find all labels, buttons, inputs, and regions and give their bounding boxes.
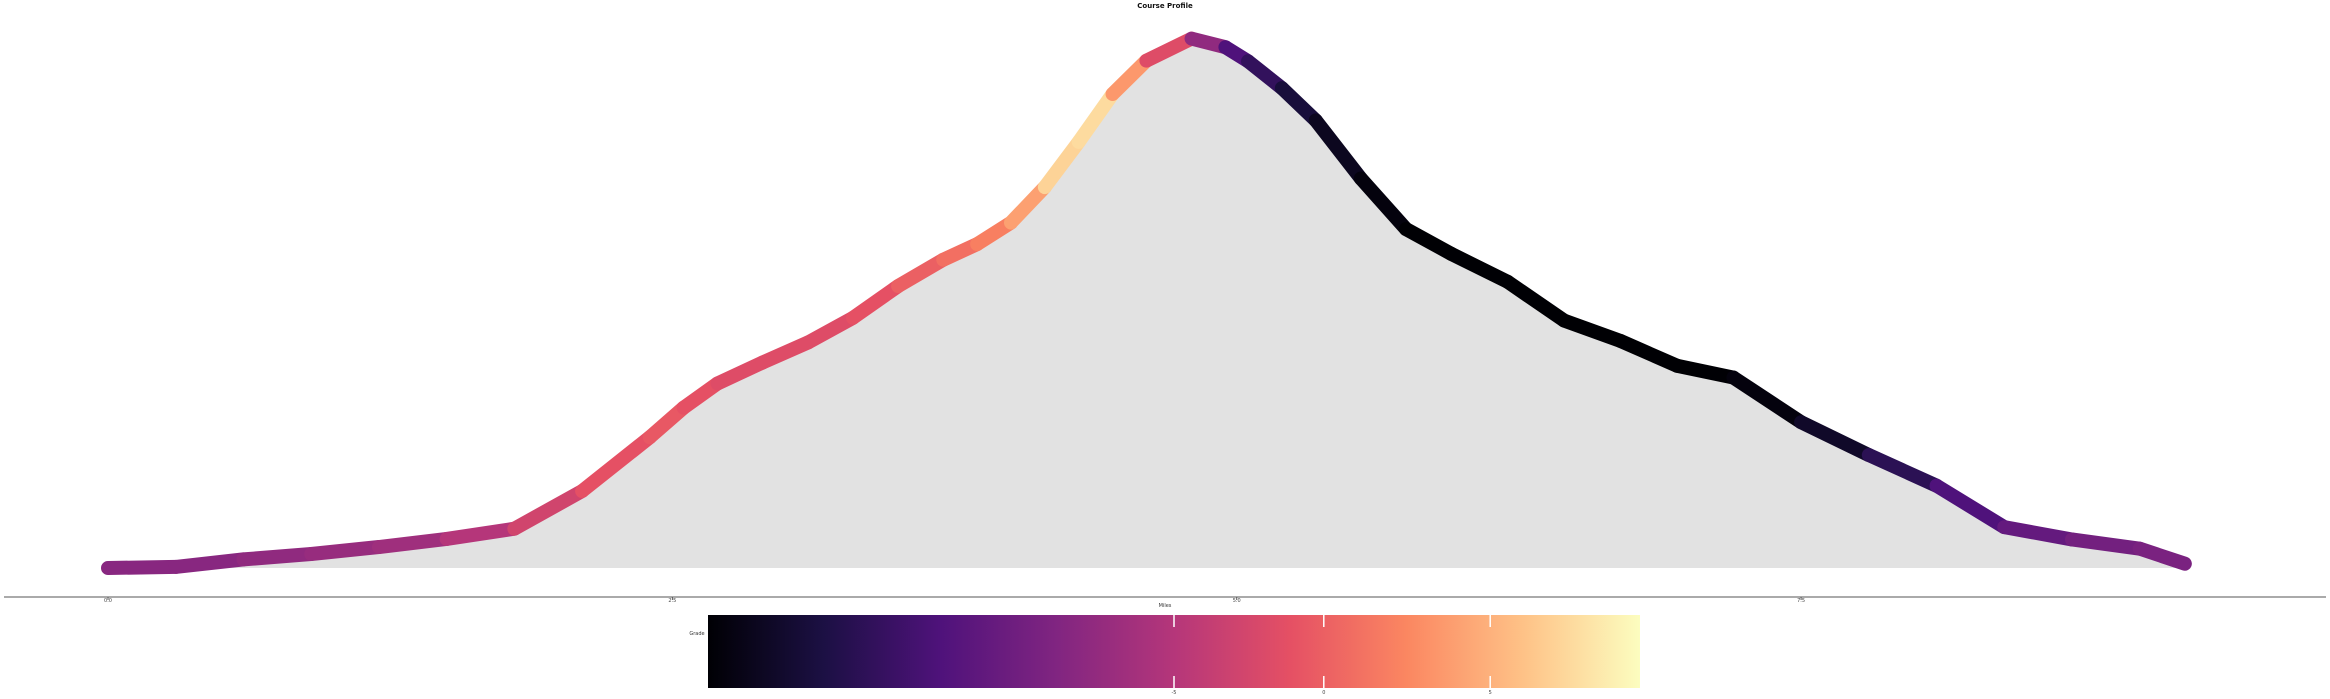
elevation-line-segment [1071,87,1120,149]
elevation-line-segment [236,547,319,567]
elevation-line-segment [575,430,657,499]
elevation-line-segment [1139,31,1199,68]
colorbar: Grade -5 0 5 [689,615,1640,696]
elevation-line-segment [1997,520,2079,547]
elevation-line-segment [1003,180,1052,230]
elevation-line-segment [168,552,251,574]
x-tick-label: 0.0 [104,598,112,604]
colorbar-tick-label: 5 [1489,690,1492,696]
elevation-line-segment [1308,113,1368,186]
elevation-line-segment [1794,415,1876,463]
elevation-line-segment [800,310,860,350]
elevation-line-segment [845,279,906,325]
elevation-line-segment [1929,478,2012,535]
colorbar-ticks: -5 0 5 [1172,615,1492,696]
elevation-line-segment [1861,448,1944,493]
x-tick-label: 5.0 [1233,598,1241,604]
elevation-line-segment [1557,313,1628,348]
elevation-line-segment [2064,532,2147,556]
elevation-line-segment [1105,53,1154,102]
elevation-area [108,38,2185,568]
elevation-line-segment [1037,134,1086,195]
x-axis-ticks: 0.0 2.5 5.0 7.5 [104,597,1805,604]
x-axis-label: Miles [1159,603,1172,609]
elevation-line-segment [755,335,815,370]
elevation-line-segment [1353,171,1414,237]
elevation-line-segment [710,355,770,391]
elevation-line-segment [1399,222,1459,261]
elevation-line-segment [439,521,522,546]
chart-title: Course Profile [1137,2,1193,10]
colorbar-gradient [708,615,1640,688]
elevation-line-segment [1500,274,1572,328]
elevation-line-segment [304,540,386,562]
plot-area [101,31,2192,575]
elevation-line-segment [1274,81,1323,128]
elevation-line-segment [1613,333,1684,373]
elevation-line-segment [891,252,951,294]
x-tick-label: 2.5 [668,598,676,604]
colorbar-label: Grade [689,631,704,637]
elevation-line-segment [101,559,183,575]
colorbar-tick-label: -5 [1172,690,1177,696]
elevation-line-segment [1241,54,1289,96]
colorbar-tick-label: 0 [1322,690,1325,696]
elevation-line-segment [2132,541,2192,571]
elevation-line-segment [642,400,691,445]
x-tick-label: 7.5 [1797,598,1805,604]
elevation-line-segment [507,484,590,536]
elevation-line-segment [1726,370,1809,430]
elevation-line-segment [1669,358,1741,385]
elevation-line-segment [1444,246,1515,289]
elevation-line-segment [371,531,454,555]
